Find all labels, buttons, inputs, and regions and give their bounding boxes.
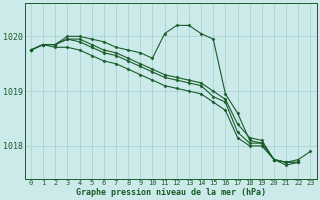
X-axis label: Graphe pression niveau de la mer (hPa): Graphe pression niveau de la mer (hPa)	[76, 188, 266, 197]
